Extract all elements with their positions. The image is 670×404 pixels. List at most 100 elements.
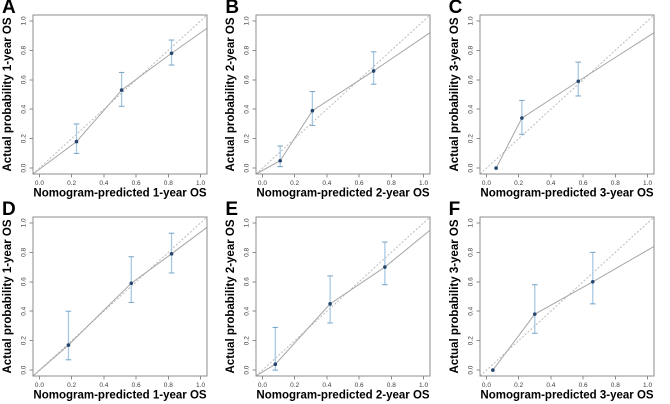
calibration-plot-3yr-validation: 0.00.00.20.20.40.40.60.60.80.81.01.0Nomo… xyxy=(449,216,655,402)
x-tick-label: 0.8 xyxy=(387,382,396,389)
x-tick-label: 0.0 xyxy=(258,180,267,187)
data-point xyxy=(372,69,376,73)
y-tick-label: 0.4 xyxy=(244,306,251,315)
y-tick-label: 0.8 xyxy=(21,45,28,54)
x-tick-label: 0.6 xyxy=(355,180,364,187)
calibration-curve xyxy=(256,32,431,175)
calibration-curve xyxy=(492,246,654,371)
ideal-reference-line xyxy=(255,14,431,175)
y-tick-label: 1.0 xyxy=(21,16,28,25)
y-tick-label: 0.2 xyxy=(467,336,474,345)
y-tick-label: 0.2 xyxy=(244,134,251,143)
panel-b: B 0.0 0.0 0.2 0.2 0.4 0.4 0.6 0.6 0.8 0.8 1.0 1.0 No… xyxy=(223,0,446,202)
x-tick-label: 0.6 xyxy=(578,382,587,389)
y-axis-title: Actual probability 1-year OS xyxy=(2,17,14,171)
y-tick-label: 0.0 xyxy=(244,163,251,172)
data-point xyxy=(328,302,333,306)
x-axis-title: Nomogram-predicted 3-year OS xyxy=(480,188,654,200)
x-tick-label: 0.2 xyxy=(67,382,76,389)
y-tick-label: 0.4 xyxy=(244,104,251,113)
plot-box xyxy=(255,14,431,175)
x-axis-title: Nomogram-predicted 1-year OS xyxy=(33,390,207,402)
y-tick-label: 0.0 xyxy=(467,365,474,374)
data-point xyxy=(310,108,315,113)
x-tick-label: 0.2 xyxy=(514,180,523,187)
calibration-plot-1yr-training: 0.00.00.20.20.40.40.60.60.80.81.01.0Nomo… xyxy=(2,14,208,200)
plot-box xyxy=(32,216,208,377)
x-tick-label: 1.0 xyxy=(419,180,428,187)
calibration-curve xyxy=(495,32,654,169)
y-tick-label: 0.8 xyxy=(467,247,474,256)
panel-a-letter: A xyxy=(2,0,16,18)
panel-e-letter: E xyxy=(225,199,239,220)
ideal-reference-line xyxy=(32,216,208,377)
calibration-curve xyxy=(256,229,431,377)
calibration-curve xyxy=(32,27,208,175)
x-tick-label: 0.0 xyxy=(258,382,267,389)
y-tick-label: 0.6 xyxy=(21,75,28,84)
y-tick-label: 0.8 xyxy=(244,247,251,256)
y-tick-label: 0.8 xyxy=(244,45,251,54)
y-axis-title: Actual probability 3-year OS xyxy=(449,17,461,171)
x-tick-label: 0.6 xyxy=(578,180,587,187)
y-tick-label: 0.2 xyxy=(244,336,251,345)
plot-box xyxy=(255,216,431,377)
x-axis-title: Nomogram-predicted 2-year OS xyxy=(257,390,431,402)
x-tick-label: 0.2 xyxy=(290,180,299,187)
x-tick-label: 0.4 xyxy=(99,180,108,187)
data-point xyxy=(490,368,495,372)
x-tick-label: 1.0 xyxy=(643,180,652,187)
y-tick-label: 0.8 xyxy=(467,45,474,54)
x-tick-label: 0.0 xyxy=(35,180,44,187)
x-tick-label: 0.2 xyxy=(290,382,299,389)
x-tick-label: 0.8 xyxy=(610,382,619,389)
panel-c: C 0.0 0.0 0.2 0.2 0.4 0.4 0.6 0.6 0.8 0.8 1.0 1.0 No… xyxy=(447,0,670,202)
x-tick-label: 0.4 xyxy=(99,382,108,389)
x-axis-title: Nomogram-predicted 3-year OS xyxy=(480,390,654,402)
data-point xyxy=(66,343,71,347)
y-tick-label: 0.6 xyxy=(467,277,474,286)
x-tick-label: 1.0 xyxy=(643,382,652,389)
y-axis-title: Actual probability 3-year OS xyxy=(449,219,461,373)
panel-f: F 0.0 0.0 0.2 0.2 0.4 0.4 0.6 0.6 0.8 0.8 1.0 1.0 No… xyxy=(447,199,670,404)
data-point xyxy=(278,158,283,163)
y-tick-label: 0.4 xyxy=(21,104,28,113)
y-tick-label: 0.2 xyxy=(21,134,28,143)
y-tick-label: 1.0 xyxy=(244,218,251,227)
x-tick-label: 0.4 xyxy=(546,180,555,187)
x-tick-label: 0.0 xyxy=(482,382,491,389)
plot-box xyxy=(32,14,208,175)
panel-d-letter: D xyxy=(2,199,16,220)
calibration-plot-3yr-training: 0.00.00.20.20.40.40.60.60.80.81.01.0Nomo… xyxy=(449,14,655,200)
x-tick-label: 0.2 xyxy=(514,382,523,389)
y-tick-label: 0.6 xyxy=(467,75,474,84)
x-tick-label: 1.0 xyxy=(196,180,205,187)
y-axis-title: Actual probability 2-year OS xyxy=(225,219,237,373)
x-tick-label: 0.6 xyxy=(355,382,364,389)
y-tick-label: 0.4 xyxy=(467,306,474,315)
x-tick-label: 0.8 xyxy=(387,180,396,187)
data-point xyxy=(273,362,278,367)
panel-e: E 0.0 0.0 0.2 0.2 0.4 0.4 0.6 0.6 0.8 0.8 1.0 1.0 No… xyxy=(223,199,446,404)
data-point xyxy=(383,265,388,269)
data-point xyxy=(119,88,124,92)
y-tick-label: 0.4 xyxy=(467,104,474,113)
x-tick-label: 0.4 xyxy=(323,180,332,187)
y-tick-label: 0.2 xyxy=(21,336,28,345)
y-axis-title: Actual probability 1-year OS xyxy=(2,219,14,373)
x-axis-title: Nomogram-predicted 2-year OS xyxy=(257,188,431,200)
x-tick-label: 1.0 xyxy=(419,382,428,389)
y-tick-label: 0.6 xyxy=(244,277,251,286)
y-tick-label: 0.0 xyxy=(244,365,251,374)
data-point xyxy=(576,79,580,84)
x-tick-label: 0.6 xyxy=(132,382,141,389)
calibration-curve xyxy=(32,226,208,377)
x-tick-label: 0.8 xyxy=(164,180,173,187)
x-axis-title: Nomogram-predicted 1-year OS xyxy=(33,188,207,200)
calibration-plot-2yr-validation: 0.00.00.20.20.40.40.60.60.80.81.01.0Nomo… xyxy=(225,216,431,402)
x-tick-label: 0.4 xyxy=(323,382,332,389)
x-tick-label: 0.2 xyxy=(67,180,76,187)
plot-box xyxy=(479,216,655,377)
calibration-plot-2yr-training: 0.00.00.20.20.40.40.60.60.80.81.01.0Nomo… xyxy=(225,14,431,200)
